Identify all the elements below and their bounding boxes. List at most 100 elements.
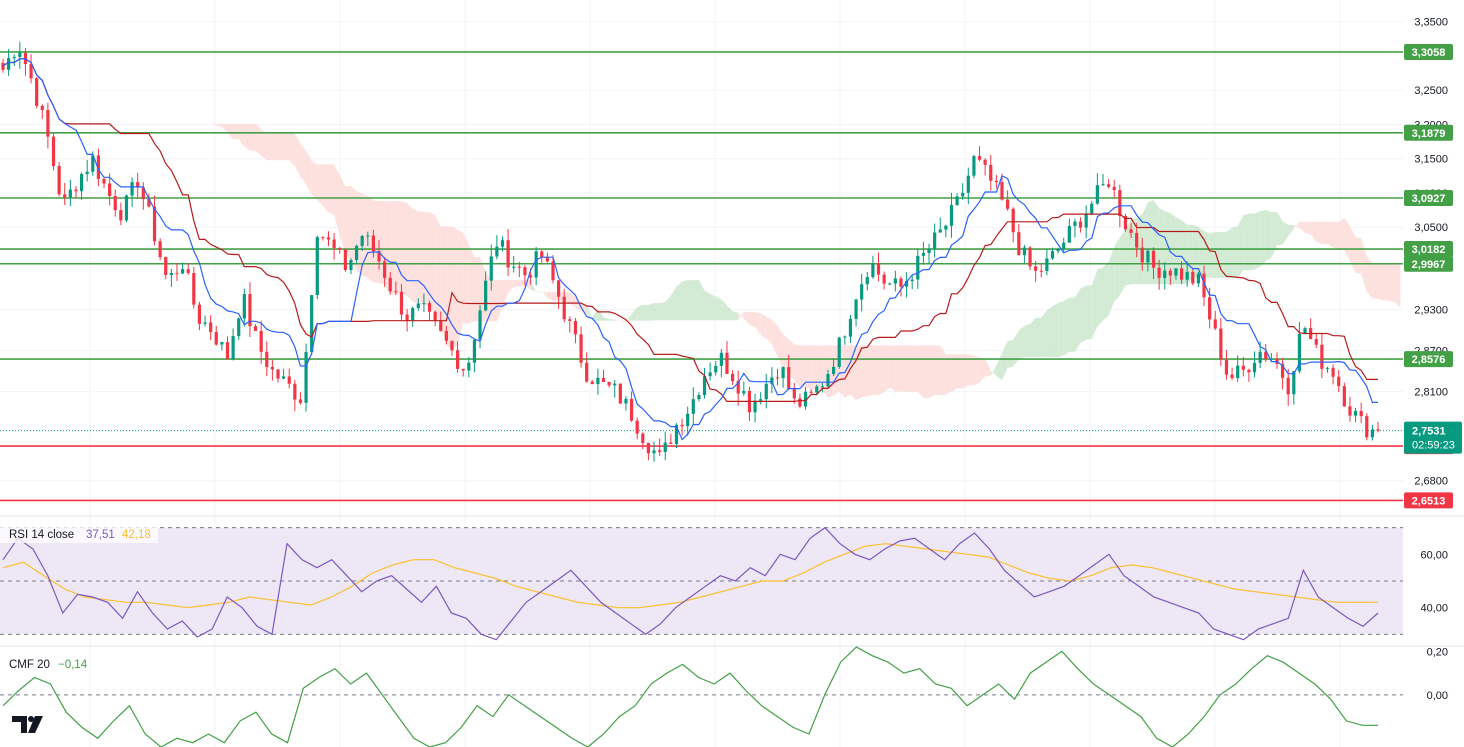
price-axis[interactable]: 3,35003,25003,20003,15003,10003,05002,93… <box>0 17 1464 647</box>
candle-body <box>186 269 190 273</box>
candle-body <box>1157 267 1161 278</box>
cloud-segment <box>1338 218 1345 251</box>
cloud-segment <box>1316 221 1322 244</box>
cloud-segment <box>889 345 896 392</box>
cloud-segment <box>609 319 615 321</box>
candle-body <box>237 318 241 337</box>
candle-body <box>371 235 376 252</box>
kijun-line <box>2 58 1378 402</box>
cloud-segment <box>766 316 772 345</box>
candle-body <box>742 390 746 394</box>
cloud-segment <box>339 175 346 252</box>
cmf-legend[interactable]: CMF 20 −0,14 <box>9 659 88 671</box>
ichimoku-cloud <box>148 58 1401 401</box>
candle-body <box>147 199 151 207</box>
ichimoku-lines <box>2 58 1378 441</box>
cloud-segment <box>317 164 323 206</box>
price-tick-label: 3,0500 <box>1414 222 1448 234</box>
cloud-segment <box>395 201 402 294</box>
cloud-segment <box>541 291 548 298</box>
candle-body <box>427 303 432 312</box>
cloud-segment <box>513 280 520 288</box>
candle-body <box>955 196 959 206</box>
cloud-segment <box>990 365 997 376</box>
cloud-segment <box>1327 221 1334 248</box>
candle-body <box>983 159 987 165</box>
candle-body <box>1331 367 1335 377</box>
level-label-bg <box>1404 43 1453 60</box>
candle-body <box>944 225 948 230</box>
cloud-segment <box>648 303 655 321</box>
cloud-segment <box>816 345 823 391</box>
candle-body <box>1297 334 1302 372</box>
cloud-segment <box>412 208 419 305</box>
cloud-segment <box>294 133 301 177</box>
cloud-segment <box>1187 224 1193 285</box>
rsi-pane: 60,00 40,00 <box>0 526 1448 641</box>
cloud-segment <box>1344 218 1350 262</box>
candle-body <box>108 183 112 197</box>
rsi-legend-ma-value: 42,18 <box>122 529 151 541</box>
cloud-segment <box>418 211 424 305</box>
cloud-segment <box>446 226 452 351</box>
candle-body <box>1224 359 1229 375</box>
cmf-tick-label: 0,20 <box>1427 646 1448 658</box>
candle-body <box>798 398 802 407</box>
candle-body <box>383 261 387 278</box>
level-label: 3,3058 <box>1412 47 1446 59</box>
cloud-segment <box>1063 297 1070 356</box>
candle-body <box>40 105 44 111</box>
cloud-segment <box>440 226 447 346</box>
candle-body <box>141 187 145 200</box>
candle-body <box>1230 374 1234 379</box>
cloud-segment <box>575 296 582 312</box>
candle-body <box>1146 250 1150 263</box>
candle-body <box>534 251 538 278</box>
cmf-pane: 0,20 0,00 <box>0 646 1448 747</box>
candle-body <box>1011 208 1015 233</box>
candle-body <box>787 367 791 389</box>
candle-body <box>1005 199 1010 209</box>
candle-body <box>225 342 230 360</box>
candle-body <box>1219 328 1223 360</box>
candle-body <box>596 377 600 385</box>
cloud-segment <box>878 345 885 395</box>
candle-body <box>1090 203 1094 214</box>
candle-body <box>489 256 493 281</box>
cloud-segment <box>1125 218 1132 286</box>
candle-body <box>949 205 954 226</box>
cloud-segment <box>306 150 312 195</box>
candle-body <box>1101 184 1105 186</box>
candle-body <box>551 261 555 281</box>
cloud-segment <box>872 345 879 395</box>
cloud-segment <box>334 164 340 236</box>
rsi-legend[interactable]: RSI 14 close 37,51 42,18 <box>0 525 158 543</box>
cloud-segment <box>519 280 525 287</box>
cloud-segment <box>1226 227 1233 278</box>
candle-body <box>781 367 785 379</box>
candle-body <box>1208 297 1212 320</box>
cloud-segment <box>227 123 234 140</box>
level-label-bg <box>1404 124 1453 141</box>
candle-body <box>1017 232 1021 256</box>
candle-body <box>674 424 679 444</box>
candle-body <box>35 78 39 106</box>
cloud-segment <box>968 354 974 386</box>
candle-body <box>702 376 707 396</box>
cloud-segment <box>407 202 413 302</box>
candle-body <box>691 399 695 414</box>
candle-body <box>1174 268 1178 276</box>
cmf-tick-label: 0,00 <box>1427 690 1448 702</box>
cloud-segment <box>665 295 671 321</box>
candle-body <box>253 326 258 331</box>
tradingview-logo-icon[interactable] <box>12 716 43 733</box>
candle-body <box>136 182 140 188</box>
candle-body <box>1095 185 1099 204</box>
candle-body <box>321 237 325 239</box>
candle-body <box>1365 416 1369 438</box>
cloud-segment <box>945 354 952 395</box>
cloud-segment <box>1288 224 1294 237</box>
cloud-segment <box>328 164 335 215</box>
candle-body <box>770 377 774 384</box>
